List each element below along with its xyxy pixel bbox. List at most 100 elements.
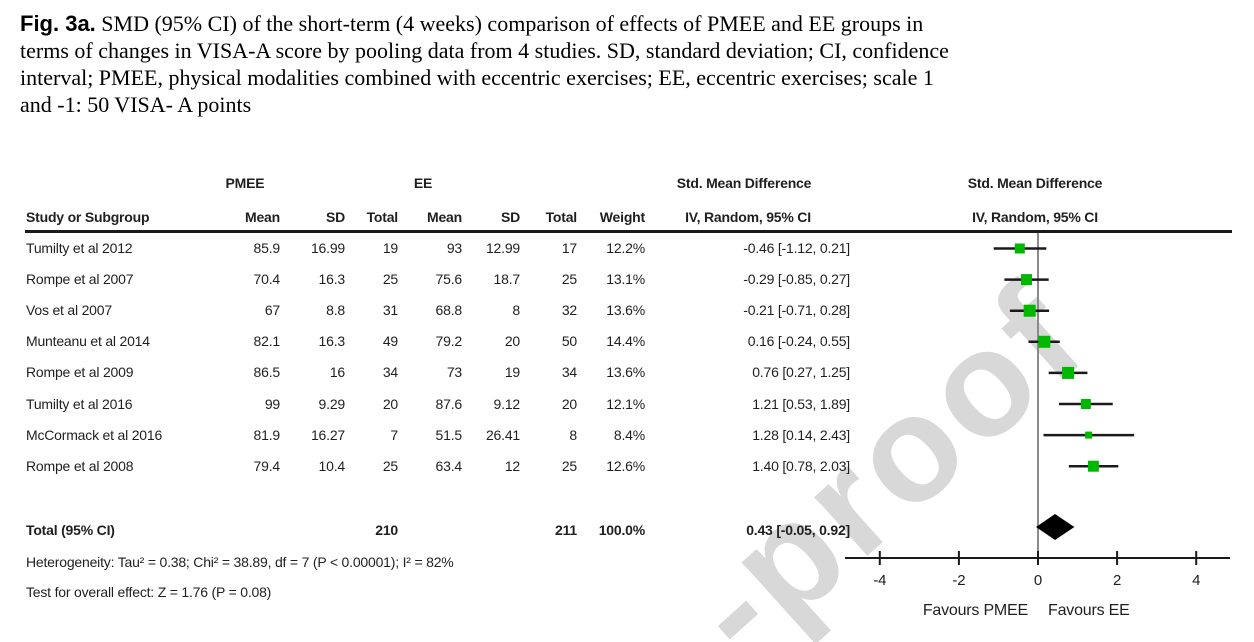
mean-pmee: 70.4 <box>253 271 281 288</box>
total-pmee: 49 <box>382 333 398 350</box>
study-row: Rompe et al 2008 79.4 10.4 25 63.4 12 25 12.6% 1… <box>0 451 860 482</box>
total-ee: 50 <box>561 333 577 350</box>
weight: 12.1% <box>606 395 645 412</box>
mean-pmee: 86.5 <box>253 364 281 381</box>
figure-caption: Fig. 3a. SMD (95% CI) of the short-term … <box>20 10 949 118</box>
axis-tick-label: 0 <box>1034 572 1042 589</box>
total-ee: 17 <box>561 240 577 256</box>
total-pmee: 34 <box>382 364 398 381</box>
smd-plot-title: Std. Mean Difference <box>967 175 1103 191</box>
sd-ee: 8 <box>512 302 520 319</box>
axis-tick-label: 2 <box>1113 572 1121 589</box>
ci-text: 1.40 [0.78, 2.03] <box>752 457 850 474</box>
effect-square <box>1080 399 1091 409</box>
axis-tick-label: -4 <box>873 572 886 589</box>
mean-ee: 73 <box>446 364 462 381</box>
col-header-mean-pmee: Mean <box>245 209 280 225</box>
effect-square <box>1062 366 1075 379</box>
study-name: Munteanu et al 2014 <box>26 333 150 350</box>
effect-square <box>1021 274 1033 286</box>
sd-pmee: 16.3 <box>318 271 346 288</box>
total-ci: 0.43 [-0.05, 0.92] <box>746 522 850 538</box>
study-row: Rompe et al 2007 70.4 16.3 25 75.6 18.7 25 13.1… <box>0 264 860 295</box>
col-header-total-pmee: Total <box>366 209 399 225</box>
effect-square <box>1014 243 1025 254</box>
sd-pmee: 8.8 <box>326 302 345 319</box>
study-row: Tumilty et al 2016 99 9.29 20 87.6 9.12 20 12.1… <box>0 389 860 420</box>
effect-square <box>1087 460 1099 472</box>
mean-ee: 79.2 <box>435 333 463 350</box>
ci-text: -0.21 [-0.71, 0.28] <box>743 302 850 319</box>
total-pmee: 7 <box>390 426 398 443</box>
axis-tick-label: -2 <box>952 572 965 589</box>
sd-ee: 19 <box>504 364 520 381</box>
total-row: Total (95% CI) 210 211 100.0% 0.43 [-0.0… <box>0 515 860 546</box>
effect-square <box>1038 335 1051 348</box>
forest-plot-figure: -4 -2 0 2 4 Favours PMEE Favours EE PMEE EE St… <box>0 165 1254 642</box>
total-label: Total (95% CI) <box>26 522 115 538</box>
sd-ee: 9.12 <box>493 395 521 412</box>
ci-text: 1.28 [0.14, 2.43] <box>752 426 850 443</box>
weight: 13.1% <box>606 271 645 288</box>
mean-ee: 63.4 <box>435 457 463 474</box>
study-row: Vos et al 2007 67 8.8 31 68.8 8 32 13.6% -0.21 [… <box>0 295 860 326</box>
ci-text: 1.21 [0.53, 1.89] <box>752 395 850 412</box>
forest-plot: -4 -2 0 2 4 Favours PMEE Favours EE <box>845 233 1230 619</box>
mean-ee: 93 <box>446 240 462 256</box>
study-row: Munteanu et al 2014 82.1 16.3 49 79.2 20 50 14.… <box>0 326 860 357</box>
group-header-pmee: PMEE <box>225 175 265 191</box>
axis-tick-label: 4 <box>1192 572 1200 589</box>
favours-right-label: Favours EE <box>1048 602 1130 619</box>
mean-pmee: 99 <box>264 395 280 412</box>
total-ee: 25 <box>561 457 577 474</box>
ci-text: 0.76 [0.27, 1.25] <box>752 364 850 381</box>
sd-pmee: 16.99 <box>310 240 345 256</box>
ci-text: 0.16 [-0.24, 0.55] <box>747 333 850 350</box>
total-n-pmee: 210 <box>375 522 398 538</box>
mean-pmee: 81.9 <box>253 426 281 443</box>
heterogeneity-note: Heterogeneity: Tau² = 0.38; Chi² = 38.89… <box>26 554 454 570</box>
col-header-mean-ee: Mean <box>427 209 462 225</box>
total-ee: 8 <box>569 426 577 443</box>
favours-left-label: Favours PMEE <box>923 602 1028 619</box>
sd-pmee: 16.27 <box>310 426 345 443</box>
col-header-sd-pmee: SD <box>325 209 345 225</box>
col-header-total-ee: Total <box>545 209 578 225</box>
weight: 12.2% <box>606 240 645 256</box>
overall-effect-note: Test for overall effect: Z = 1.76 (P = 0… <box>26 584 272 600</box>
smd-column-title: Std. Mean Difference <box>676 175 812 191</box>
weight: 13.6% <box>606 302 645 319</box>
total-ee: 34 <box>561 364 577 381</box>
caption-line: Fig. 3a. SMD (95% CI) of the short-term … <box>20 10 949 37</box>
total-ee: 20 <box>561 395 577 412</box>
study-row: Rompe et al 2009 86.5 16 34 73 19 34 13.6% 0.76 … <box>0 357 860 388</box>
effect-square <box>1085 431 1093 439</box>
total-pmee: 20 <box>382 395 398 412</box>
overall-diamond <box>1036 514 1075 540</box>
col-header-weight: Weight <box>599 209 645 225</box>
sd-pmee: 16.3 <box>318 333 346 350</box>
mean-pmee: 79.4 <box>253 457 281 474</box>
study-name: Rompe et al 2008 <box>26 457 134 474</box>
caption-line: terms of changes in VISA-A score by pool… <box>20 38 949 63</box>
sd-ee: 18.7 <box>493 271 521 288</box>
study-name: Tumilty et al 2016 <box>26 395 133 412</box>
total-pmee: 25 <box>382 457 398 474</box>
mean-pmee: 67 <box>264 302 280 319</box>
sd-ee: 20 <box>504 333 520 350</box>
study-row: McCormack et al 2016 81.9 16.27 7 51.5 26.41 8… <box>0 420 860 451</box>
ci-text: -0.46 [-1.12, 0.21] <box>743 240 850 256</box>
col-header-ci: IV, Random, 95% CI <box>685 209 811 225</box>
mean-ee: 87.6 <box>435 395 463 412</box>
figure-label: Fig. 3a. <box>20 11 96 36</box>
total-ee: 25 <box>561 271 577 288</box>
col-header-study: Study or Subgroup <box>26 209 150 225</box>
col-header-sd-ee: SD <box>500 209 520 225</box>
study-name: Tumilty et al 2012 <box>26 240 133 256</box>
mean-ee: 75.6 <box>435 271 463 288</box>
weight: 12.6% <box>606 457 645 474</box>
study-name: Rompe et al 2007 <box>26 271 134 288</box>
total-pmee: 25 <box>382 271 398 288</box>
sd-ee: 26.41 <box>485 426 520 443</box>
